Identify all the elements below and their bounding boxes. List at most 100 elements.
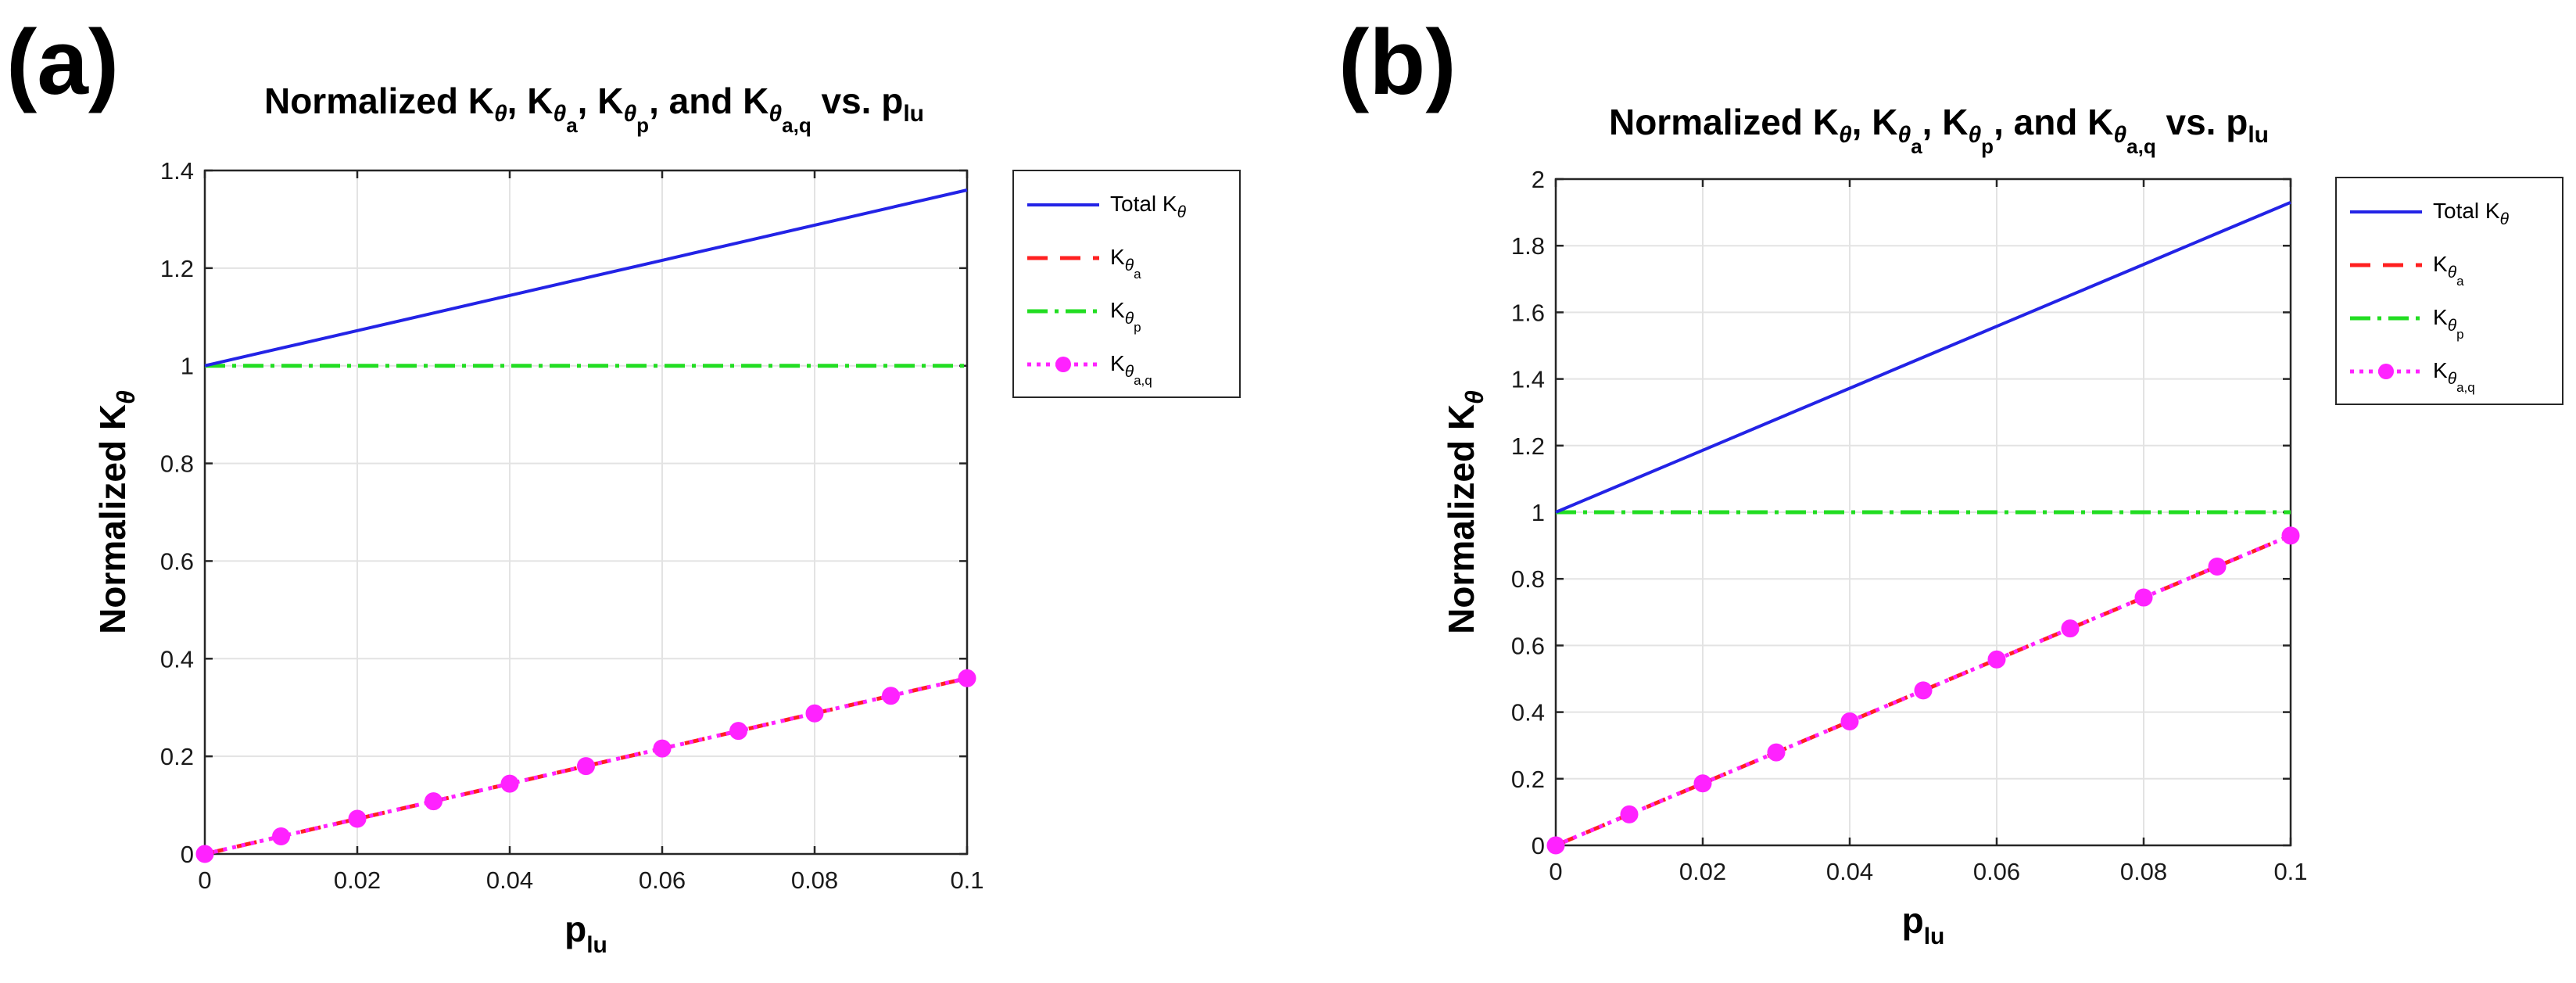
text-part: a,q [782, 113, 811, 137]
series-line-aq [1555, 533, 2291, 848]
text-part: lu [586, 932, 607, 958]
data-point-aq [1546, 836, 1565, 855]
x-tick-label: 0.08 [791, 866, 838, 894]
y-tick-label: 0.4 [160, 645, 194, 673]
x-tick-label: 0.04 [1826, 858, 1873, 885]
data-point-aq [2061, 619, 2080, 638]
text-part: θ [1125, 257, 1134, 274]
text-part: , K [578, 81, 624, 121]
legend-marker-aq [2378, 364, 2394, 379]
x-axis-label: plu [564, 909, 607, 958]
text-part: θ [553, 101, 566, 127]
x-tick-label: 0.04 [486, 866, 533, 894]
y-tick-label: 0.4 [1511, 699, 1545, 726]
text-part: , K [1852, 102, 1898, 142]
text-part: vs. p [811, 81, 904, 121]
data-point-aq [2208, 557, 2227, 576]
text-part: p [1981, 135, 1994, 158]
text-part: θ [1460, 390, 1489, 404]
text-part: θ [769, 101, 782, 127]
x-tick-label: 0.06 [1973, 858, 2020, 885]
data-point-aq [1840, 712, 1859, 731]
data-point-aq [500, 774, 519, 793]
y-axis-label: Normalized Kθ [1441, 390, 1489, 634]
data-point-aq [1620, 805, 1639, 823]
data-point-aq [272, 827, 290, 846]
y-tick-label: 0.6 [1511, 632, 1545, 659]
chart-title: Normalized Kθ, Kθa, Kθp, and Kθa,q vs. p… [1609, 102, 2269, 158]
data-point-aq [348, 809, 367, 828]
text-part: a [1134, 267, 1141, 282]
legend-label-total: Total Kθ [1110, 192, 1187, 221]
text-part: p [1902, 900, 1924, 941]
text-part: K [1110, 245, 1125, 269]
data-point-aq [2281, 526, 2300, 545]
chart-title: Normalized Kθ, Kθa, Kθp, and Kθa,q vs. p… [264, 81, 924, 137]
text-part: Normalized K [264, 81, 494, 121]
data-point-aq [805, 704, 824, 723]
text-part: θ [1839, 122, 1852, 148]
legend-label-a: Kθa [1110, 245, 1141, 282]
y-tick-label: 1.4 [160, 157, 194, 185]
y-tick-label: 1.4 [1511, 366, 1545, 393]
y-tick-label: 0.2 [160, 743, 194, 770]
text-part: θ [1968, 122, 1981, 148]
text-part: , K [1922, 102, 1969, 142]
series-line-total [204, 188, 968, 368]
plot-area [203, 169, 969, 856]
panel-b: (b)Normalized Kθ, Kθa, Kθp, and Kθa,q vs… [1338, 11, 2563, 949]
text-part: a,q [1134, 373, 1152, 388]
y-axis-label: Normalized Kθ [92, 390, 140, 634]
series-line-total [1555, 200, 2291, 514]
text-part: K [2433, 252, 2448, 276]
y-tick-label: 1.8 [1511, 232, 1545, 260]
text-part: a,q [2126, 135, 2156, 158]
y-tick-label: 0 [181, 841, 194, 868]
legend-label-aq: Kθa,q [2433, 358, 2475, 395]
text-part: a [1911, 135, 1922, 158]
text-part: Normalized K [92, 404, 133, 634]
text-part: θ [2113, 122, 2126, 148]
text-part: vs. p [2156, 102, 2248, 142]
text-part: a [566, 113, 578, 137]
legend-label-total: Total Kθ [2433, 199, 2510, 228]
text-part: θ [1125, 363, 1134, 381]
text-part: K [2433, 305, 2448, 329]
y-tick-label: 1.2 [160, 255, 194, 282]
y-tick-label: 0 [1532, 832, 1545, 859]
text-part: θ [2448, 370, 2457, 388]
text-part: lu [903, 101, 924, 127]
data-point-aq [1914, 681, 1933, 700]
data-point-aq [653, 739, 672, 758]
text-part: Total K [1110, 192, 1177, 216]
data-point-aq [577, 757, 595, 776]
text-part: θ [623, 101, 636, 127]
text-part: p [636, 113, 649, 137]
data-point-aq [1767, 743, 1786, 762]
y-tick-label: 0.2 [1511, 766, 1545, 793]
text-part: , and K [649, 81, 769, 121]
text-part: lu [2248, 122, 2269, 148]
y-tick-label: 0.8 [160, 450, 194, 478]
text-part: K [1110, 298, 1125, 322]
y-tick-label: 0.6 [160, 547, 194, 575]
x-tick-label: 0.08 [2120, 858, 2167, 885]
text-part: K [2433, 358, 2448, 382]
y-tick-label: 1 [1532, 499, 1545, 526]
text-part: p [564, 909, 586, 949]
text-part: θ [1125, 310, 1134, 328]
y-tick-label: 0.8 [1511, 565, 1545, 593]
legend-label-aq: Kθa,q [1110, 351, 1152, 388]
text-part: θ [1897, 122, 1911, 148]
legend-label-p: Kθp [2433, 305, 2464, 342]
text-part: p [2456, 327, 2463, 342]
text-part: θ [1177, 203, 1187, 221]
text-part: p [1134, 320, 1141, 335]
x-tick-label: 0 [198, 866, 211, 894]
legend-label-p: Kθp [1110, 298, 1141, 335]
text-part: θ [2448, 317, 2457, 335]
x-tick-label: 0.02 [334, 866, 381, 894]
panel-a: (a) Normalized Kθ, Kθa, Kθp, and Kθa,q vs… [6, 11, 1241, 958]
text-part: Normalized K [1609, 102, 1839, 142]
